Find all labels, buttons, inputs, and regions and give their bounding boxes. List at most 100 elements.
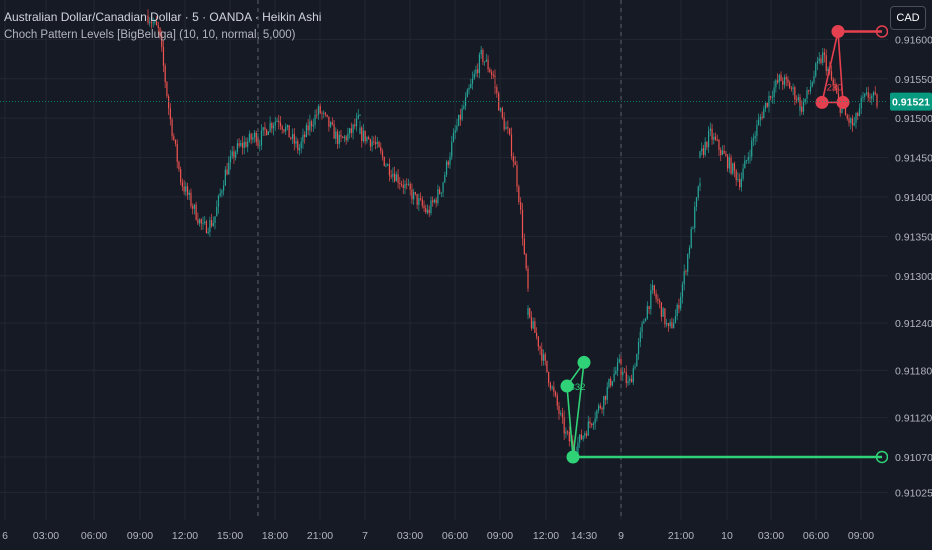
candle-body [554,391,557,396]
candle-body [503,117,505,130]
candle-body [754,135,756,139]
time-tick-label: 06:00 [81,530,107,542]
candle-body [219,193,221,196]
choch-swing-point [836,95,850,109]
candle-body [298,148,301,151]
candle-body [761,116,763,119]
candle-body [260,130,263,146]
candle-body [721,150,724,155]
candle-body [477,69,479,74]
candle-body [154,21,156,23]
candle-body [269,123,271,132]
candle-body [281,126,283,130]
time-tick-label: 06:00 [442,530,468,542]
candle-body [283,129,285,132]
candle-body [747,157,749,161]
candle-body [876,94,878,107]
candle-body [676,304,678,316]
candle-body [350,128,352,133]
candle-body [726,155,729,169]
candle-body [352,124,354,133]
candle-body [620,370,622,376]
candle-body [643,321,645,324]
candle-body [152,22,154,24]
price-tick-label: 0.91600 [895,34,932,46]
candle-body [518,186,520,202]
candle-body [376,141,378,144]
candle-body [563,417,565,434]
candle-body [188,192,190,196]
candle-body [660,302,662,317]
time-tick-label: 03:00 [33,530,59,542]
candle-body [480,49,482,55]
price-axis[interactable]: 0.91600 0.91550 0.91500 0.91450 0.91400 0.913… [895,34,932,499]
candle-body [813,76,815,83]
candle-body [858,108,861,116]
time-tick-label: 10 [721,530,733,542]
candle-body [860,97,862,109]
candle-body [771,96,774,98]
candle-body [551,386,553,389]
candle-body [758,119,760,126]
candle-body [428,209,430,214]
candle-body [271,123,273,129]
candle-body [302,134,304,142]
candle-body [266,129,268,136]
choch-swing-point [566,450,580,464]
candle-body [855,113,857,124]
candle-body [699,151,701,158]
candle-body [161,35,163,48]
current-price-badge: 0.91521 [0,92,932,111]
candle-body [674,315,677,324]
candle-body [740,178,742,188]
candle-body [309,121,311,131]
choch-swing-line [820,31,844,104]
candle-body [183,186,185,192]
candle-body [437,189,439,203]
candle-body [499,108,502,111]
candle-body [604,396,607,400]
candle-body [310,121,313,127]
candle-body [867,92,869,98]
candle-body [231,151,233,157]
candle-body [247,141,249,147]
candle-body [240,143,242,146]
candle-body [243,141,245,148]
candle-body [202,223,204,224]
indicator-label[interactable]: Choch Pattern Levels [BigBeluga] (10, 10… [4,29,296,41]
candle-body [409,183,411,190]
candle-body [250,133,252,140]
price-axis-panel[interactable] [888,0,932,520]
choch-pattern-bullish: 332 [560,355,889,464]
candle-body [681,284,684,297]
candle-body [279,122,282,127]
candle-body [317,106,320,115]
candle-body [853,123,855,126]
candle-body [168,96,170,109]
candle-body [865,92,868,94]
candle-body [204,221,206,224]
symbol-title[interactable]: Australian Dollar/Canadian Dollar · 5 · … [4,10,322,24]
candle-body [166,82,168,97]
currency-button[interactable]: CAD [890,6,926,30]
candle-body [594,418,596,424]
candle-body [783,77,786,85]
candle-body [618,359,620,363]
candle-body [307,125,309,131]
candle-body [214,216,216,223]
candle-body [366,137,368,142]
candle-body [685,271,687,273]
candle-body [241,143,244,148]
candle-body [458,114,460,126]
candle-body [678,304,680,309]
candle-body [478,54,481,74]
time-axis[interactable]: 6 03:00 06:00 09:00 12:00 15:00 18:00 21:00 7 03:… [2,530,874,542]
candle-body [176,143,178,162]
candle-body [525,253,527,269]
candle-body [267,131,269,136]
candle-body [623,371,626,373]
candle-body [323,112,325,114]
choch-swing-point [831,25,845,39]
